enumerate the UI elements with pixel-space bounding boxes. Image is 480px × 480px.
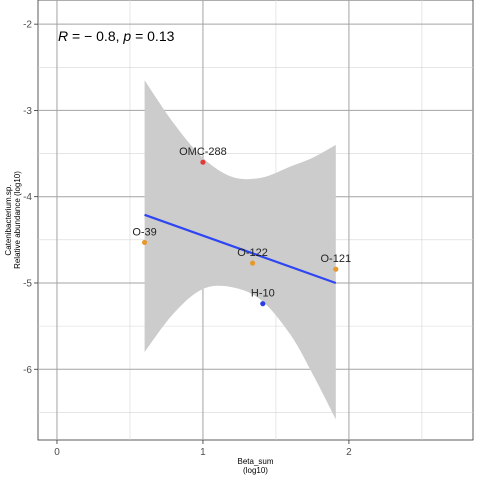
x-tick-label-2: 2 xyxy=(346,447,352,458)
y-tick-label-4: -2 xyxy=(23,20,32,31)
y-tick-label-0: -6 xyxy=(23,365,32,376)
data-points xyxy=(141,159,339,307)
point-label-O-39: O-39 xyxy=(132,226,156,238)
data-point-O-121 xyxy=(333,266,339,272)
regression-line xyxy=(144,213,337,285)
y-axis-title-unit: Relative abundance (log10) xyxy=(13,171,22,269)
point-label-O-122: O-122 xyxy=(237,247,268,259)
point-label-OMC-288: OMC-288 xyxy=(179,146,227,158)
data-point-O-39 xyxy=(141,239,148,246)
fit-line xyxy=(144,213,337,285)
data-point-H-10 xyxy=(260,301,266,307)
y-tick-label-2: -4 xyxy=(23,192,32,203)
r-symbol: R xyxy=(58,28,68,44)
p-symbol: p xyxy=(122,28,131,44)
r-value: = − 0.8, xyxy=(68,28,123,44)
point-label-H-10: H-10 xyxy=(251,288,275,300)
x-axis-ticks: 0 1 2 xyxy=(54,440,352,458)
y-tick-label-1: -5 xyxy=(23,278,32,289)
y-axis-title: Catenibacterium.sp. xyxy=(4,184,13,255)
data-point-OMC-288 xyxy=(200,159,206,165)
data-point-O-122 xyxy=(249,260,256,266)
p-value: = 0.13 xyxy=(131,28,174,44)
y-tick-label-3: -3 xyxy=(23,106,32,117)
x-axis-title: Beta_sum xyxy=(237,457,273,466)
stat-annotation: R = − 0.8, p = 0.13 xyxy=(58,28,175,44)
y-axis-ticks: -6 -5 -4 -3 -2 xyxy=(23,20,38,376)
point-labels: OMC-288 O-39 O-122 O-121 H-10 xyxy=(132,146,351,299)
x-axis-title-unit: (log10) xyxy=(243,466,268,475)
point-label-O-121: O-121 xyxy=(320,253,351,265)
x-tick-label-1: 1 xyxy=(200,447,206,458)
x-tick-label-0: 0 xyxy=(54,447,60,458)
